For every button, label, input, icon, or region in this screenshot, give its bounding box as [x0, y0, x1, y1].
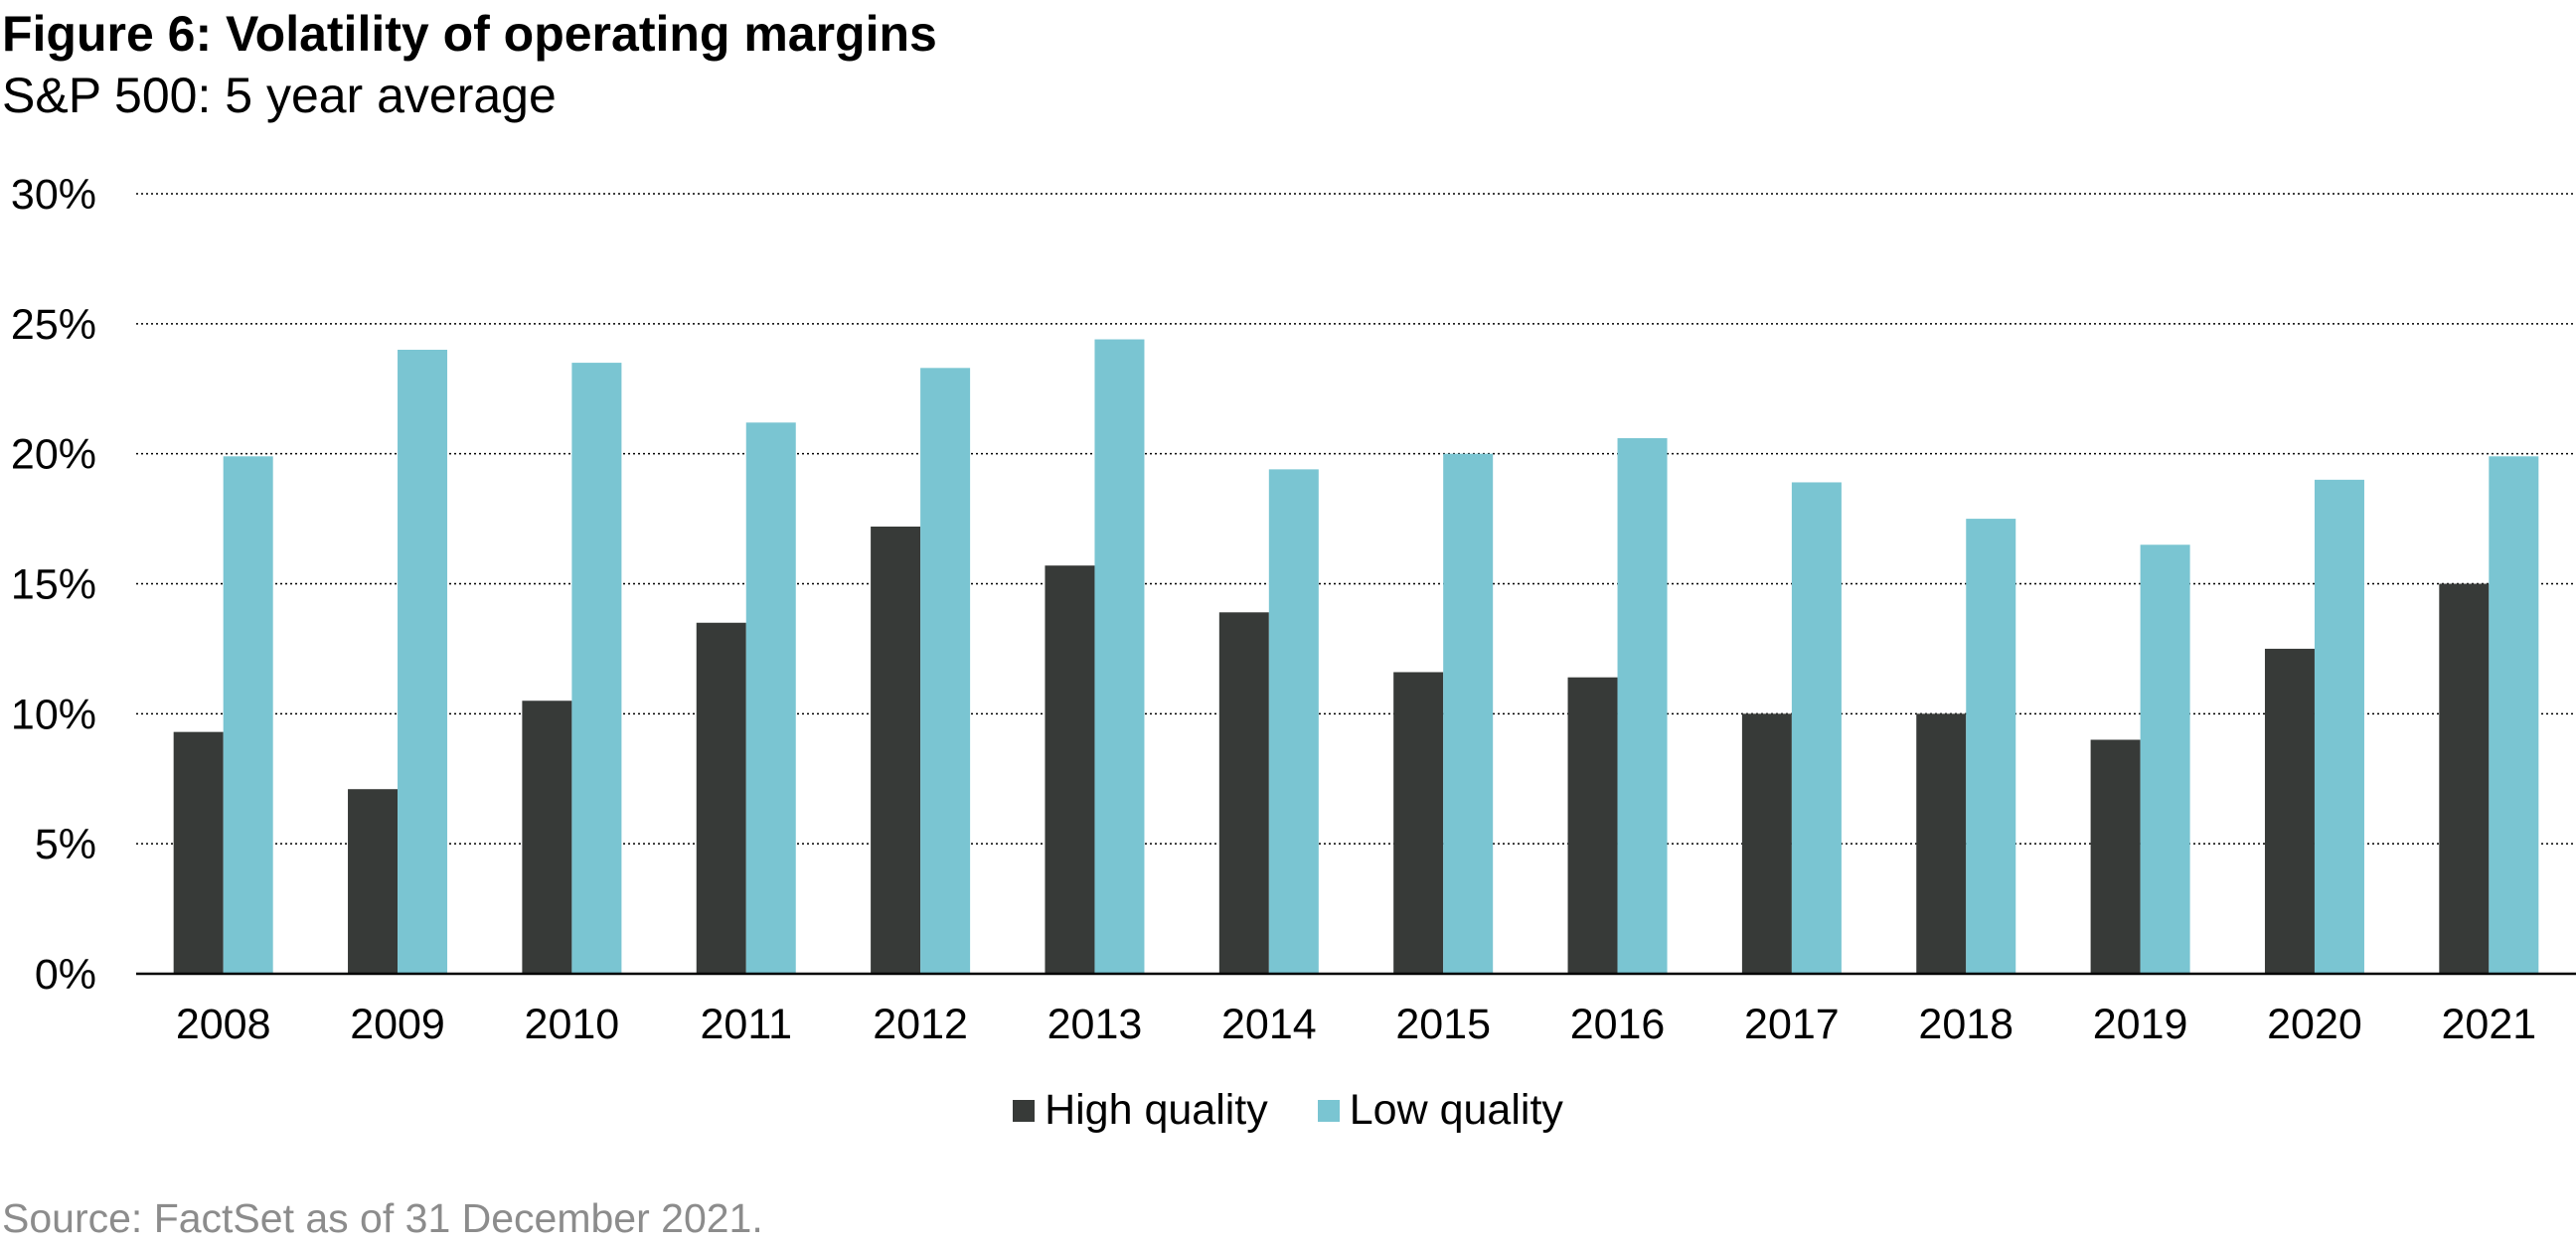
bar-high-quality-2014 [1218, 612, 1269, 974]
legend-item-high-quality: High quality [1013, 1086, 1268, 1135]
x-tick-label: 2015 [1395, 1001, 1491, 1048]
bar-low-quality-2018 [1966, 519, 2016, 974]
bar-low-quality-2021 [2489, 456, 2539, 974]
bar-high-quality-2009 [348, 789, 399, 974]
legend-label-high-quality: High quality [1045, 1086, 1268, 1134]
x-axis-tick-labels: 2008 2009 2010 2011 2012 2013 2014 2015 2016 2017… [176, 1001, 2536, 1048]
gridlines [136, 193, 2576, 845]
bar-high-quality-2019 [2090, 739, 2141, 974]
bar-low-quality-2014 [1268, 469, 1319, 974]
x-tick-label: 2020 [2267, 1001, 2362, 1048]
x-tick-label: 2017 [1744, 1001, 1840, 1048]
y-tick-label: 15% [11, 561, 96, 609]
x-tick-label: 2021 [2441, 1001, 2536, 1048]
bar-high-quality-2016 [1567, 677, 1618, 974]
bar-high-quality-2008 [173, 731, 224, 974]
bar-low-quality-2012 [920, 368, 971, 975]
bar-low-quality-2017 [1791, 482, 1842, 974]
y-tick-label: 25% [11, 301, 96, 349]
bar-high-quality-2017 [1741, 713, 1792, 974]
x-tick-label: 2012 [873, 1001, 968, 1048]
bars [173, 339, 2539, 975]
x-tick-label: 2016 [1570, 1001, 1666, 1048]
bar-low-quality-2019 [2140, 545, 2190, 974]
chart-subtitle: S&P 500: 5 year average [2, 68, 557, 123]
legend-swatch-high-quality [1013, 1099, 1036, 1122]
bar-low-quality-2009 [398, 350, 448, 974]
bar-chart: 0% 5% 10% 15% 20% 25% 30% 2008 2009 2010 2011 2012… [11, 171, 2576, 1048]
y-axis-tick-labels: 0% 5% 10% 15% 20% 25% 30% [11, 171, 96, 999]
y-tick-label: 30% [11, 171, 96, 219]
y-tick-label: 20% [11, 431, 96, 479]
x-tick-label: 2009 [350, 1001, 445, 1048]
chart-title: Figure 6: Volatility of operating margin… [2, 6, 937, 62]
bar-low-quality-2015 [1443, 453, 1494, 975]
x-tick-label: 2013 [1047, 1001, 1143, 1048]
y-tick-label: 0% [35, 951, 96, 999]
bar-high-quality-2020 [2264, 648, 2315, 974]
bar-low-quality-2020 [2314, 479, 2364, 974]
bar-high-quality-2010 [522, 701, 572, 974]
y-tick-label: 5% [35, 821, 96, 868]
y-tick-label: 10% [11, 691, 96, 738]
bar-high-quality-2021 [2439, 583, 2490, 974]
bar-low-quality-2013 [1094, 339, 1145, 974]
x-tick-label: 2010 [525, 1001, 620, 1048]
legend: High quality Low quality [0, 1086, 2576, 1135]
bar-high-quality-2015 [1393, 672, 1444, 974]
x-tick-label: 2011 [701, 1001, 792, 1048]
bar-high-quality-2013 [1045, 565, 1095, 974]
legend-swatch-low-quality [1317, 1099, 1340, 1122]
bar-high-quality-2018 [1916, 713, 1967, 974]
source-note: Source: FactSet as of 31 December 2021. [2, 1195, 763, 1241]
x-tick-label: 2008 [176, 1001, 271, 1048]
bar-low-quality-2011 [745, 422, 796, 974]
bar-low-quality-2008 [223, 456, 273, 974]
x-tick-label: 2018 [1918, 1001, 2013, 1048]
x-tick-label: 2014 [1221, 1001, 1317, 1048]
x-tick-label: 2019 [2093, 1001, 2188, 1048]
bar-high-quality-2012 [871, 526, 921, 974]
bar-low-quality-2010 [571, 363, 622, 974]
legend-item-low-quality: Low quality [1317, 1086, 1563, 1135]
bar-high-quality-2011 [696, 622, 746, 974]
legend-label-low-quality: Low quality [1349, 1086, 1563, 1134]
bar-low-quality-2016 [1617, 437, 1668, 974]
